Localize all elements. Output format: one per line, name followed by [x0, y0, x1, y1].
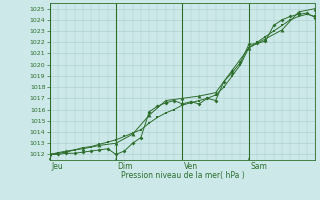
- X-axis label: Pression niveau de la mer( hPa ): Pression niveau de la mer( hPa ): [121, 171, 244, 180]
- Text: Ven: Ven: [184, 162, 198, 171]
- Text: Jeu: Jeu: [51, 162, 63, 171]
- Text: Dim: Dim: [117, 162, 133, 171]
- Text: Sam: Sam: [250, 162, 267, 171]
